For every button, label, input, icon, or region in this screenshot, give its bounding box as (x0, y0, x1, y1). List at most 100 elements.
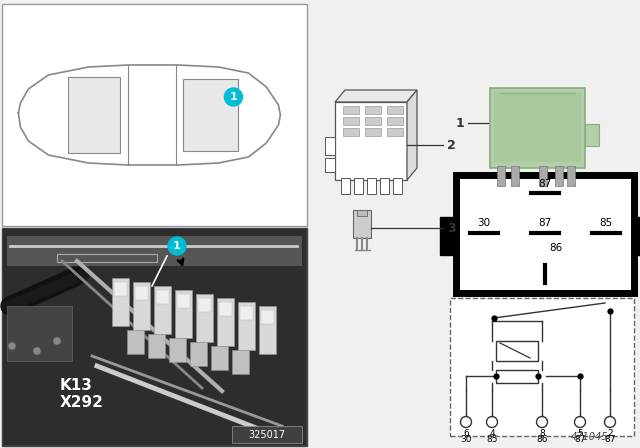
Circle shape (605, 417, 616, 427)
Bar (7, 306, 72, 361)
Text: 8: 8 (539, 429, 545, 438)
Bar (154, 286, 171, 334)
Bar (198, 298, 211, 312)
Text: 87: 87 (574, 435, 586, 444)
Bar (211, 346, 228, 370)
Bar (357, 210, 367, 216)
Ellipse shape (20, 293, 38, 303)
Text: 3: 3 (447, 221, 456, 234)
Bar (354, 178, 363, 194)
Bar (156, 290, 169, 304)
Bar (393, 178, 402, 194)
Polygon shape (335, 90, 417, 102)
Bar (112, 278, 129, 326)
Bar (196, 294, 213, 342)
Bar (217, 298, 234, 346)
Bar (261, 310, 274, 324)
Bar (365, 117, 381, 125)
Ellipse shape (33, 287, 51, 297)
Bar (567, 166, 575, 186)
Bar (148, 334, 165, 358)
Bar (341, 178, 350, 194)
Ellipse shape (65, 274, 83, 284)
Ellipse shape (58, 276, 76, 286)
Text: 325017: 325017 (248, 430, 285, 440)
Text: 1: 1 (230, 92, 237, 102)
Bar (57, 254, 157, 262)
Ellipse shape (13, 296, 32, 306)
Bar (494, 92, 581, 162)
Bar (555, 166, 563, 186)
Text: 85: 85 (600, 218, 612, 228)
Bar (7, 236, 302, 266)
Ellipse shape (52, 279, 70, 289)
Text: 85: 85 (486, 435, 498, 444)
Circle shape (486, 417, 497, 427)
Bar (190, 342, 207, 366)
Bar (2, 228, 307, 446)
Bar (325, 158, 335, 172)
Bar (133, 282, 150, 330)
Bar (634, 217, 640, 255)
Circle shape (8, 342, 16, 350)
Circle shape (168, 237, 186, 255)
Circle shape (461, 417, 472, 427)
Bar (232, 350, 249, 374)
Text: 4: 4 (489, 429, 495, 438)
Bar (387, 117, 403, 125)
Text: 87: 87 (604, 435, 616, 444)
Polygon shape (407, 90, 417, 180)
Text: K13
X292: K13 X292 (60, 378, 104, 410)
Bar (240, 306, 253, 320)
Bar (456, 175, 634, 293)
Bar (2, 4, 307, 226)
Bar (367, 178, 376, 194)
Bar (539, 166, 547, 186)
Ellipse shape (1, 301, 19, 311)
Text: 1: 1 (173, 241, 181, 251)
Bar (259, 306, 276, 354)
Bar (335, 102, 407, 180)
Text: 87: 87 (538, 218, 552, 228)
Text: 86: 86 (549, 243, 563, 253)
Bar (238, 302, 255, 350)
Bar (490, 88, 585, 168)
Bar (585, 124, 599, 146)
Bar (3, 229, 306, 445)
Bar (450, 298, 634, 436)
Polygon shape (184, 79, 239, 151)
Bar (496, 370, 538, 383)
Text: 6: 6 (463, 429, 469, 438)
Circle shape (53, 337, 61, 345)
Text: 86: 86 (536, 435, 548, 444)
Bar (175, 290, 192, 338)
Bar (365, 106, 381, 114)
Circle shape (33, 347, 41, 355)
Bar (387, 106, 403, 114)
Bar (440, 217, 456, 255)
Circle shape (575, 417, 586, 427)
Bar (343, 106, 359, 114)
Bar (353, 210, 371, 238)
Bar (343, 117, 359, 125)
Ellipse shape (71, 271, 89, 281)
Ellipse shape (45, 282, 63, 292)
Bar (169, 338, 186, 362)
Bar (232, 426, 302, 443)
Bar (219, 302, 232, 316)
Ellipse shape (39, 284, 57, 295)
Bar (497, 166, 505, 186)
Text: 87: 87 (538, 179, 552, 189)
Text: 471045: 471045 (572, 432, 609, 442)
Bar (365, 128, 381, 136)
Ellipse shape (8, 298, 26, 308)
Bar (127, 330, 144, 354)
Text: 5: 5 (577, 429, 583, 438)
Circle shape (225, 88, 243, 106)
Text: 2: 2 (447, 138, 456, 151)
Bar (343, 128, 359, 136)
Bar (135, 286, 148, 300)
Bar (114, 282, 127, 296)
Bar (325, 137, 335, 155)
Bar (511, 166, 519, 186)
